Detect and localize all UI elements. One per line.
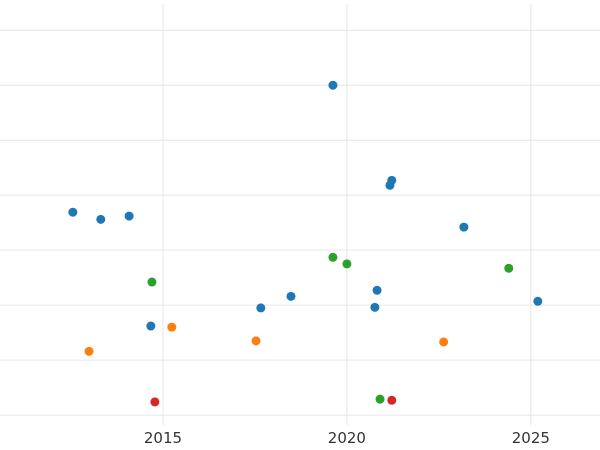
data-point-blue: [459, 222, 469, 232]
data-point-orange: [251, 336, 261, 346]
data-point-blue: [96, 214, 106, 224]
data-point-blue: [328, 80, 338, 90]
data-point-red: [387, 395, 397, 405]
x-axis-tick-label: 2025: [512, 429, 550, 447]
data-point-green: [342, 259, 352, 269]
data-point-blue: [387, 175, 397, 185]
data-point-blue: [68, 207, 78, 217]
data-point-blue: [286, 291, 296, 301]
data-point-blue: [372, 285, 382, 295]
data-point-blue: [124, 211, 134, 221]
data-point-orange: [84, 346, 94, 356]
data-point-green: [504, 263, 514, 273]
data-point-red: [150, 397, 160, 407]
data-point-blue: [370, 302, 380, 312]
data-point-orange: [439, 337, 449, 347]
data-point-blue: [146, 321, 156, 331]
data-point-blue: [533, 296, 543, 306]
data-point-blue: [256, 303, 266, 313]
x-axis-tick-label: 2015: [144, 429, 182, 447]
data-point-green: [375, 394, 385, 404]
x-axis-tick-label: 2020: [328, 429, 366, 447]
data-point-orange: [167, 322, 177, 332]
data-point-green: [328, 252, 338, 262]
data-point-green: [147, 277, 157, 287]
